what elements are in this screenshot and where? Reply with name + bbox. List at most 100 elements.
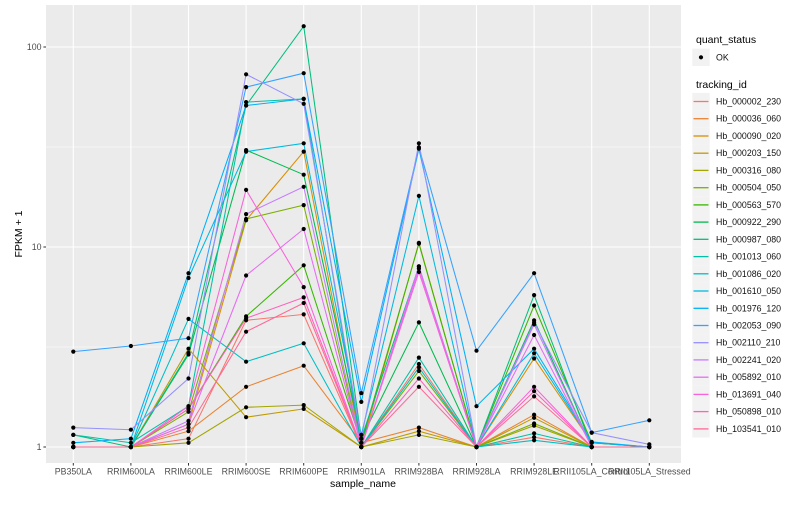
data-point [186,440,191,445]
data-point [186,425,191,430]
data-point [647,444,652,450]
data-point [301,101,306,106]
x-tick-label: RRIM600LE [165,467,213,477]
x-tick-label: RRIM928LE [510,467,558,477]
data-point [301,300,306,306]
data-point [416,365,421,370]
data-point [301,141,306,146]
data-point [301,406,306,411]
data-point [359,399,364,404]
data-point [71,349,76,354]
data-point [359,440,364,445]
data-point [301,363,306,368]
legend-label: Hb_002110_210 [716,338,781,348]
data-point [186,422,191,427]
data-point [589,439,594,444]
data-point [532,431,537,436]
data-point [416,355,421,360]
data-point [244,85,249,90]
data-point [244,415,249,420]
legend-label: Hb_000316_080 [716,165,781,175]
data-point [474,444,479,450]
data-point [416,241,421,246]
legend-entry-Hb_001086_020: Hb_001086_020 [692,265,781,283]
tracking-id-legend-title: tracking_id [696,79,747,91]
data-point [416,432,421,437]
legend-entry-Hb_000987_080: Hb_000987_080 [692,230,781,248]
data-point [589,430,594,435]
legend-entries: OK Hb_000002_230 Hb_000036_060 Hb_000090_02… [692,48,781,438]
x-tick-label: RRII105LA_Control [554,467,630,477]
data-point [244,216,249,222]
x-tick-label: RRIM901LA [337,467,385,477]
legend-label: Hb_000563_570 [716,200,781,210]
data-point [244,359,249,364]
data-point [186,275,191,281]
legend-entry-Hb_002053_090: Hb_002053_090 [692,316,781,335]
data-point [244,212,249,217]
legend-label: Hb_000036_060 [716,114,781,124]
data-point [301,312,306,317]
legend-label: Hb_002053_090 [716,321,781,331]
legend-label: Hb_000203_150 [716,148,781,158]
data-point [301,71,306,76]
data-point [244,72,249,77]
data-point [301,96,306,101]
data-point [532,435,537,440]
data-point [186,316,191,321]
data-point [301,184,306,189]
data-point [128,444,133,450]
legend-entry-Hb_000316_080: Hb_000316_080 [692,161,781,179]
point-icon [698,55,704,60]
data-point [416,320,421,325]
legend-entry-Hb_050898_010: Hb_050898_010 [692,403,781,421]
data-point [532,303,537,308]
axes: 1 10 100 PB350LA RRIM600LA RRIM600LE RRIM600SE… [27,42,691,477]
data-point [186,406,191,411]
data-point [532,389,537,394]
data-point [244,384,249,389]
data-point [416,425,421,430]
data-point [359,391,364,396]
data-point [532,412,537,417]
legend-label-ok: OK [716,52,729,62]
data-point [359,436,364,441]
data-point [244,405,249,410]
legend-entry-Hb_000563_570: Hb_000563_570 [692,196,781,214]
data-point [301,226,306,232]
y-tick-label: 1 [37,442,42,452]
data-point [186,429,191,434]
data-point [128,427,133,432]
data-point [128,436,133,441]
data-point [532,356,537,361]
x-tick-label: RRII105LA_Stressed [608,467,691,477]
data-point [186,346,191,351]
data-point [532,421,537,426]
data-point [186,350,191,356]
legend-label: Hb_000504_050 [716,183,781,193]
x-tick-label: RRIM600SE [222,467,271,477]
data-point [532,322,537,327]
x-tick-label: RRIM928BA [394,467,443,477]
data-point [186,409,191,414]
legend-entry-Hb_000090_020: Hb_000090_020 [692,127,781,145]
data-point [532,438,537,443]
y-tick-label: 100 [27,42,42,52]
data-point [301,403,306,408]
data-point [647,418,652,423]
data-point [128,343,133,349]
legend-entry-Hb_000922_290: Hb_000922_290 [692,213,781,231]
data-point [416,266,421,271]
legend-label: Hb_013691_040 [716,389,781,399]
data-points [71,24,652,450]
data-point [244,103,249,108]
data-point [416,384,421,389]
data-point [532,415,537,420]
legend-entry-Hb_000036_060: Hb_000036_060 [692,110,781,128]
x-tick-label: PB350LA [55,467,92,477]
data-point [301,24,306,29]
data-point [301,203,306,208]
data-point [589,444,594,450]
y-axis-title: FPKM + 1 [13,210,25,257]
